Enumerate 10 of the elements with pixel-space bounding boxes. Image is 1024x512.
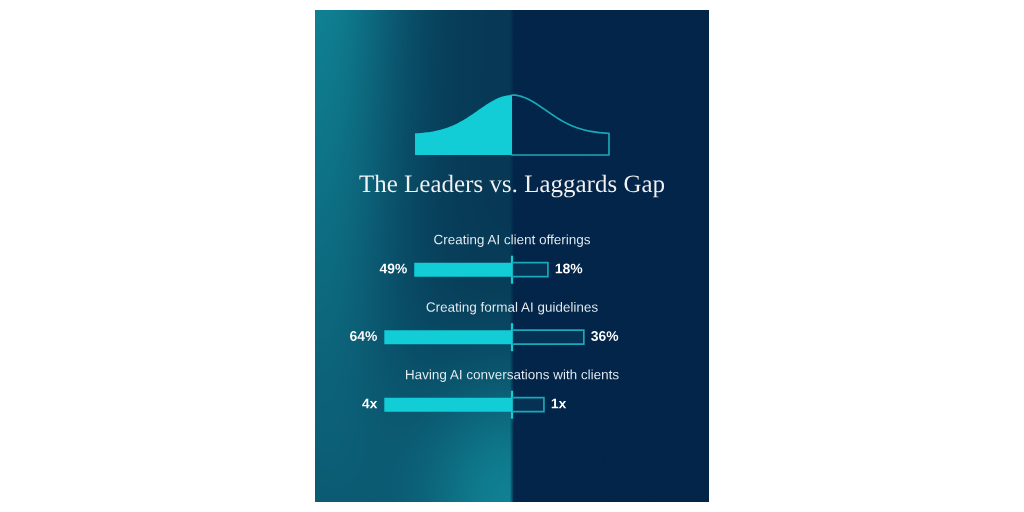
data-label: 36% [591,331,619,341]
data-label: 64% [350,331,377,341]
data-label: 4x [362,398,378,409]
y-tick-label: Having AI conversations with clients [406,369,619,382]
data-label: 18% [555,263,583,274]
y-tick-label: Creating formal AI guidelines [426,301,598,315]
y-tick-label: Creating AI client offerings [434,234,591,247]
data-label: 1x [551,398,567,409]
chart-title: The Leaders vs. Laggards Gap [359,174,665,198]
data-label: 49% [379,263,407,274]
